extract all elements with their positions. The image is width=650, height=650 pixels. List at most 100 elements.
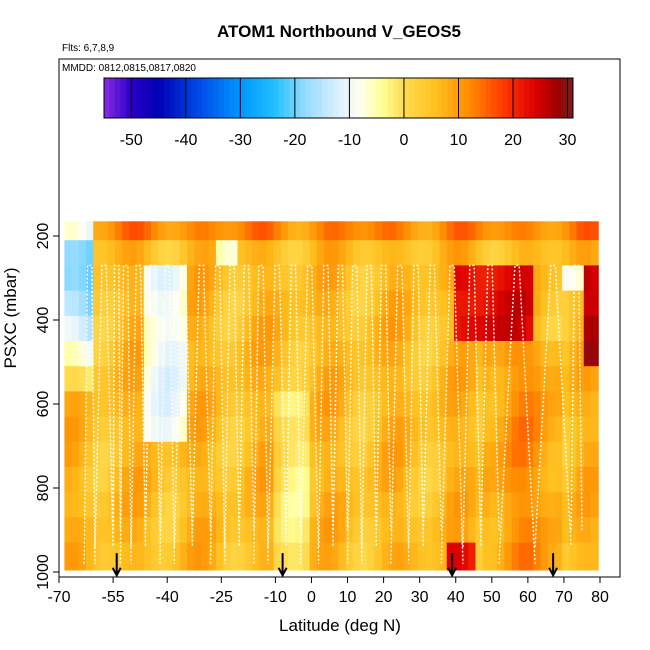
heatmap-cell [381,240,390,266]
heatmap-cell [230,542,239,571]
heatmap-cell [107,221,116,241]
colorbar-segment [431,78,438,118]
heatmap-cell [143,542,152,571]
heatmap-cell [562,542,570,571]
heatmap-cell [114,240,123,266]
heatmap-cell [172,341,181,367]
heatmap-cell [417,542,426,571]
heatmap-cell [273,492,282,518]
heatmap-cell [526,517,534,544]
heatmap-cell [360,240,368,266]
heatmap-cell [93,315,102,342]
heatmap-cell [590,542,599,571]
heatmap-cell [417,517,426,544]
heatmap-cell [590,315,599,342]
heatmap-cell [266,391,275,418]
heatmap-cell [78,441,87,468]
heatmap-cell [100,416,109,443]
heatmap-cell [425,221,433,241]
heatmap-cell [86,441,94,468]
heatmap-cell [237,542,246,571]
heatmap-cell [302,542,311,571]
flight-profile-line [498,264,536,564]
heatmap-cell [136,492,145,518]
colorbar-segment [185,78,192,118]
flight-profile-line [173,264,194,547]
heatmap-cell [554,341,563,367]
heatmap-cell [345,221,354,241]
heatmap-cell [554,542,563,571]
colorbar-segment [360,78,367,118]
heatmap-cell [533,240,542,266]
heatmap-cell [230,221,239,241]
heatmap-cell [295,467,304,493]
heatmap-cell [266,366,275,392]
heatmap-cell [497,265,506,292]
heatmap-cell [251,290,260,317]
heatmap-cell [338,492,347,518]
heatmap-cell [71,366,80,392]
heatmap-cell [345,290,354,317]
heatmap-cell [244,416,253,443]
heatmap-cell [511,391,520,418]
heatmap-cell [295,290,304,317]
heatmap-cell [381,391,390,418]
heatmap-cell [345,315,354,342]
heatmap-cell [215,290,224,317]
heatmap-cell [417,366,426,392]
colorbar-segment [338,78,345,118]
heatmap-cell [526,492,534,518]
heatmap-cell [352,517,361,544]
heatmap-cell [569,416,578,443]
heatmap-cell [143,441,152,468]
heatmap-cell [482,341,491,367]
heatmap-cell [374,366,383,392]
heatmap-cell [540,221,549,241]
latitude-marker-arrow [548,553,558,578]
heatmap-cell [468,517,477,544]
heatmap-cell [129,265,138,292]
heatmap-cell [230,517,239,544]
heatmap-cell [158,492,166,518]
heatmap-cell [381,366,390,392]
colorbar-segment [174,78,181,118]
heatmap-cell [251,240,260,266]
heatmap-cell [266,290,275,317]
flight-profile-line [119,264,132,564]
heatmap-cell [425,441,433,468]
heatmap-cell [576,492,585,518]
heatmap-cell [309,391,318,418]
heatmap-cell [129,467,138,493]
heatmap-cell [475,290,484,317]
heatmap-cell [172,315,181,342]
colorbar-segment [120,78,127,118]
heatmap-cell [497,366,506,392]
heatmap-cell [482,265,491,292]
heatmap-cell [446,467,455,493]
heatmap-cell [86,517,94,544]
heatmap-cell [403,542,412,571]
heatmap-cell [266,240,275,266]
heatmap-cell [114,391,123,418]
heatmap-cell [179,517,188,544]
heatmap-cell [590,240,599,266]
heatmap-cell [345,542,354,571]
heatmap-cell [143,265,152,292]
heatmap-cell [345,416,354,443]
heatmap-cell [259,341,267,367]
heatmap-cell [547,416,556,443]
flight-profile-line [112,264,122,531]
heatmap-cell [114,416,123,443]
heatmap-cell [165,517,174,544]
heatmap-cell [309,492,318,518]
heatmap-cell [482,240,491,266]
heatmap-cell [309,416,318,443]
heatmap-cell [324,492,332,518]
heatmap-cell [526,366,534,392]
heatmap-cell [482,416,491,443]
heatmap-cell [100,517,109,544]
heatmap-cell [417,315,426,342]
heatmap-cell [338,366,347,392]
heatmap-cell [518,467,527,493]
heatmap-cell [273,467,282,493]
